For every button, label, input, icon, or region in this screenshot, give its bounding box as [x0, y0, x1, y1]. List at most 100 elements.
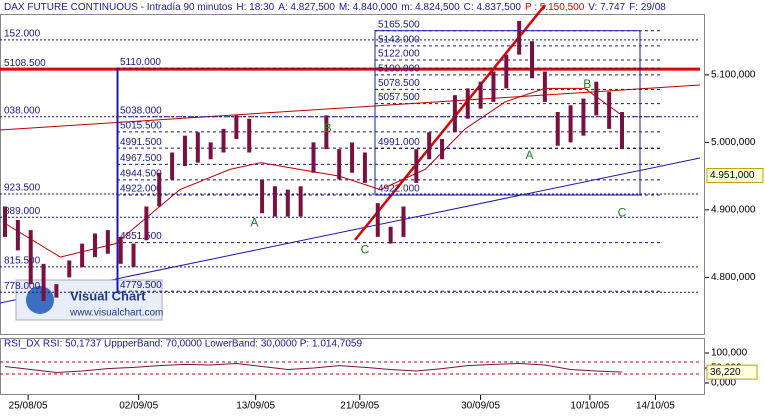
price-bar	[607, 91, 612, 129]
price-bar	[67, 260, 72, 278]
rsi-last-label: 36,220	[710, 367, 741, 378]
y-tick-label: 4.900,000	[711, 205, 756, 216]
price-bar	[118, 236, 123, 264]
level-label: 038.000	[4, 105, 41, 116]
wave-label: C	[618, 205, 627, 219]
price-bar	[568, 105, 573, 143]
last-value-label: 4.951,000	[710, 170, 755, 181]
price-bar	[362, 152, 367, 183]
price-bar	[311, 142, 316, 173]
fib-label: 5165.500	[378, 19, 420, 30]
fib-label: 4922.000	[120, 184, 162, 195]
y-tick-label: 5.100,000	[711, 70, 756, 81]
y-tick-label: 5.000,000	[711, 137, 756, 148]
x-tick-label: 02/09/05	[119, 401, 158, 412]
price-bar	[542, 71, 547, 102]
price-bar	[182, 135, 187, 167]
price-bar	[221, 128, 226, 153]
fib-label: 5057.500	[378, 92, 420, 103]
header-item: A: 4.827,500	[278, 2, 335, 13]
fib-label: 5100.000	[378, 64, 420, 75]
main-panel	[0, 14, 705, 335]
fib-label: 5038.000	[120, 105, 162, 116]
level-label: 815.500	[4, 256, 41, 267]
price-bar	[298, 186, 303, 217]
price-bar	[285, 189, 290, 217]
price-bar	[337, 149, 342, 180]
price-bar	[375, 203, 380, 237]
rsi-panel	[0, 338, 705, 395]
fib-label: 5122.000	[378, 49, 420, 60]
price-bar	[401, 206, 406, 237]
level-label: 923.500	[4, 183, 41, 194]
last-value-box	[706, 167, 764, 183]
price-bar	[530, 41, 535, 79]
price-bar	[3, 206, 7, 237]
price-bar	[324, 115, 329, 150]
header-item: DAX FUTURE CONTINUOUS - Intradía 90 minu…	[4, 2, 232, 13]
price-bar	[92, 233, 97, 258]
price-bar	[414, 149, 419, 183]
price-bar	[15, 220, 20, 251]
trendline-red-thick	[354, 4, 546, 241]
fib-label: 4779.500	[120, 280, 162, 291]
header-item: P : 5.150,500	[525, 2, 585, 13]
fib-label: 4991.000	[378, 137, 420, 148]
logo-url: www.visualchart.com	[69, 308, 163, 319]
header: DAX FUTURE CONTINUOUS - Intradía 90 minu…	[4, 2, 666, 13]
header-item: m: 4.824,500	[401, 2, 460, 13]
price-bar	[594, 81, 599, 116]
header-text: DAX FUTURE CONTINUOUS - Intradía 90 minu…	[4, 2, 666, 13]
fib-label: 5015.500	[120, 121, 162, 132]
wave-label: A	[525, 148, 533, 162]
price-bar	[260, 179, 265, 214]
price-bar	[581, 98, 586, 136]
header-item: H: 18:30	[236, 2, 274, 13]
price-bar	[170, 152, 175, 180]
x-tick-label: 21/09/05	[340, 401, 379, 412]
price-bar	[555, 112, 560, 146]
price-bar	[272, 186, 277, 217]
x-tick-label: 30/09/05	[461, 401, 500, 412]
level-label: 889.000	[4, 206, 41, 217]
header-item: V: 7.747	[588, 2, 625, 13]
price-bar	[517, 20, 522, 55]
wave-label: A	[250, 216, 258, 230]
price-bar	[620, 112, 624, 150]
level-label: 5108.500	[4, 58, 46, 69]
price-bar	[504, 54, 509, 89]
price-bar	[427, 132, 432, 160]
fib-label: 4922.000	[378, 184, 420, 195]
rsi-header: RSI_DX RSI: 50,1737 UppperBand: 70,0000 …	[4, 339, 362, 350]
price-bar	[157, 172, 162, 207]
price-bar	[28, 230, 33, 285]
fib-label: 4991.500	[120, 137, 162, 148]
header-item: F: 29/08	[629, 2, 666, 13]
price-bar	[478, 81, 483, 109]
rsi-tick-label: 100,000	[711, 348, 748, 359]
price-bar	[234, 115, 239, 140]
logo-icon	[26, 286, 54, 314]
wave-label: B	[324, 121, 332, 135]
price-bar	[465, 88, 470, 119]
price-bar	[144, 206, 149, 241]
rsi-last-box	[706, 364, 758, 380]
fib-label: 5110.000	[120, 57, 161, 68]
x-tick-label: 14/10/05	[636, 401, 675, 412]
price-bar	[491, 71, 496, 102]
price-bar	[208, 142, 213, 160]
wave-label: C	[361, 243, 370, 257]
x-tick-label: 25/08/05	[9, 401, 48, 412]
level-label: 152.000	[4, 28, 41, 39]
price-bar	[54, 284, 59, 298]
wave-label: B	[583, 77, 591, 91]
level-label: 778.000	[4, 281, 41, 292]
fib-label: 4851.500	[120, 231, 162, 242]
x-tick-label: 10/10/05	[570, 401, 609, 412]
fib-label: 4944.500	[120, 168, 162, 179]
price-bar	[195, 132, 200, 163]
fib-label: 5143.000	[378, 35, 420, 46]
price-bar	[80, 243, 85, 268]
price-bar	[388, 226, 393, 244]
x-tick-label: 13/09/05	[236, 401, 275, 412]
